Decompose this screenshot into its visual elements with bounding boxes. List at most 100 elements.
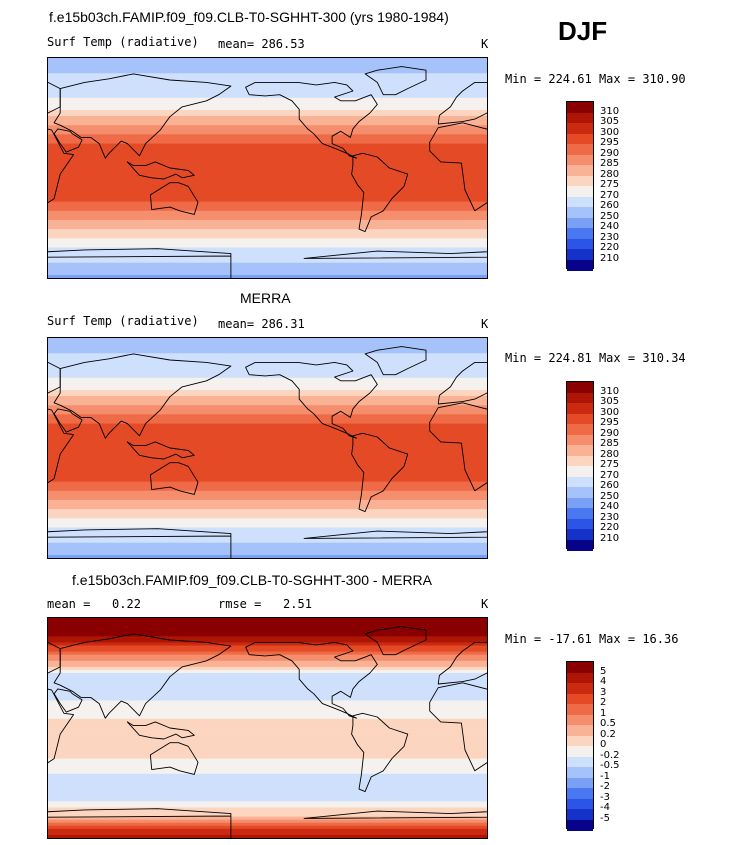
zonal-band	[48, 402, 487, 405]
colorbar-label: 0	[600, 740, 606, 750]
colorbar-swatch	[567, 207, 593, 218]
zonal-band	[48, 460, 487, 463]
zonal-band	[48, 633, 487, 636]
zonal-band	[48, 150, 487, 153]
colorbar-label: 210	[600, 254, 619, 264]
colorbar-label: 2	[600, 698, 606, 708]
zonal-band	[48, 710, 487, 713]
zonal-band	[48, 113, 487, 116]
zonal-band	[48, 823, 487, 826]
colorbar-label: 240	[600, 502, 619, 512]
panel-3-mean-value: 0.22	[112, 597, 141, 611]
zonal-band	[48, 61, 487, 64]
zonal-band	[48, 756, 487, 759]
colorbar-box	[566, 661, 594, 829]
panel-2-minmax: Min = 224.81 Max = 310.34	[505, 351, 686, 365]
zonal-band	[48, 759, 487, 762]
colorbar-swatch	[567, 757, 593, 768]
panel-1-max-value: 310.90	[642, 72, 685, 86]
zonal-band	[48, 463, 487, 466]
panel-1-units: K	[481, 37, 488, 51]
zonal-band	[48, 682, 487, 685]
colorbar-swatch	[567, 197, 593, 208]
colorbar-swatch	[567, 134, 593, 145]
zonal-band	[48, 673, 487, 676]
colorbar-label: 260	[600, 481, 619, 491]
zonal-band	[48, 220, 487, 223]
colorbar-label: -1	[600, 772, 610, 782]
zonal-band	[48, 341, 487, 344]
zonal-band	[48, 488, 487, 491]
zonal-band	[48, 369, 487, 372]
zonal-band	[48, 649, 487, 652]
colorbar-swatch	[567, 218, 593, 229]
colorbar-swatch	[567, 456, 593, 467]
zonal-band	[48, 676, 487, 679]
zonal-band	[48, 269, 487, 272]
zonal-band	[48, 521, 487, 524]
zonal-band	[48, 731, 487, 734]
colorbar-label: 220	[600, 523, 619, 533]
colorbar-label: 305	[600, 117, 619, 127]
zonal-band	[48, 716, 487, 719]
zonal-band	[48, 655, 487, 658]
zonal-band	[48, 752, 487, 755]
zonal-band	[48, 454, 487, 457]
colorbar-label: 300	[600, 128, 619, 138]
zonal-band	[48, 372, 487, 375]
colorbar-swatch	[567, 683, 593, 694]
zonal-band	[48, 494, 487, 497]
zonal-band	[48, 226, 487, 229]
colorbar-label: 300	[600, 408, 619, 418]
panel-3-rmse: rmse = 2.51	[218, 597, 312, 611]
zonal-band	[48, 691, 487, 694]
panel-2-variable: Surf Temp (radiative)	[47, 314, 199, 328]
zonal-band	[48, 652, 487, 655]
zonal-band	[48, 232, 487, 235]
zonal-band	[48, 704, 487, 707]
panel-1-minmax: Min = 224.61 Max = 310.90	[505, 72, 686, 86]
colorbar-label: 210	[600, 534, 619, 544]
zonal-band	[48, 509, 487, 512]
zonal-band	[48, 338, 487, 341]
colorbar-label: -3	[600, 793, 610, 803]
panel-3-mean-label: mean =	[47, 597, 90, 611]
zonal-band	[48, 89, 487, 92]
panel-1-variable: Surf Temp (radiative)	[47, 35, 199, 49]
colorbar-swatch	[567, 144, 593, 155]
zonal-band	[48, 549, 487, 552]
zonal-band	[48, 442, 487, 445]
zonal-band	[48, 765, 487, 768]
zonal-band	[48, 131, 487, 134]
zonal-band	[48, 661, 487, 664]
panel-2-mean-label: mean=	[218, 317, 254, 331]
zonal-band	[48, 202, 487, 205]
zonal-band	[48, 101, 487, 104]
colorbar-swatch	[567, 249, 593, 260]
zonal-band	[48, 777, 487, 780]
colorbar-swatch	[567, 788, 593, 799]
zonal-band	[48, 740, 487, 743]
panel-3-min-value: -17.61	[548, 632, 591, 646]
zonal-band	[48, 180, 487, 183]
panel-3-max-value: 16.36	[642, 632, 678, 646]
zonal-band	[48, 713, 487, 716]
panel-1-min-label: Min =	[505, 72, 541, 86]
zonal-band	[48, 162, 487, 165]
zonal-band	[48, 417, 487, 420]
zonal-band	[48, 186, 487, 189]
zonal-band	[48, 272, 487, 275]
panel-3-max-label: Max =	[599, 632, 635, 646]
colorbar-label: 240	[600, 222, 619, 232]
zonal-band	[48, 479, 487, 482]
zonal-band	[48, 414, 487, 417]
zonal-band	[48, 229, 487, 232]
colorbar-swatch	[567, 435, 593, 446]
zonal-band	[48, 792, 487, 795]
zonal-band	[48, 667, 487, 670]
colorbar-swatch	[567, 662, 593, 673]
zonal-band	[48, 137, 487, 140]
colorbar-swatch	[567, 540, 593, 551]
colorbar-swatch	[567, 767, 593, 778]
zonal-band	[48, 491, 487, 494]
